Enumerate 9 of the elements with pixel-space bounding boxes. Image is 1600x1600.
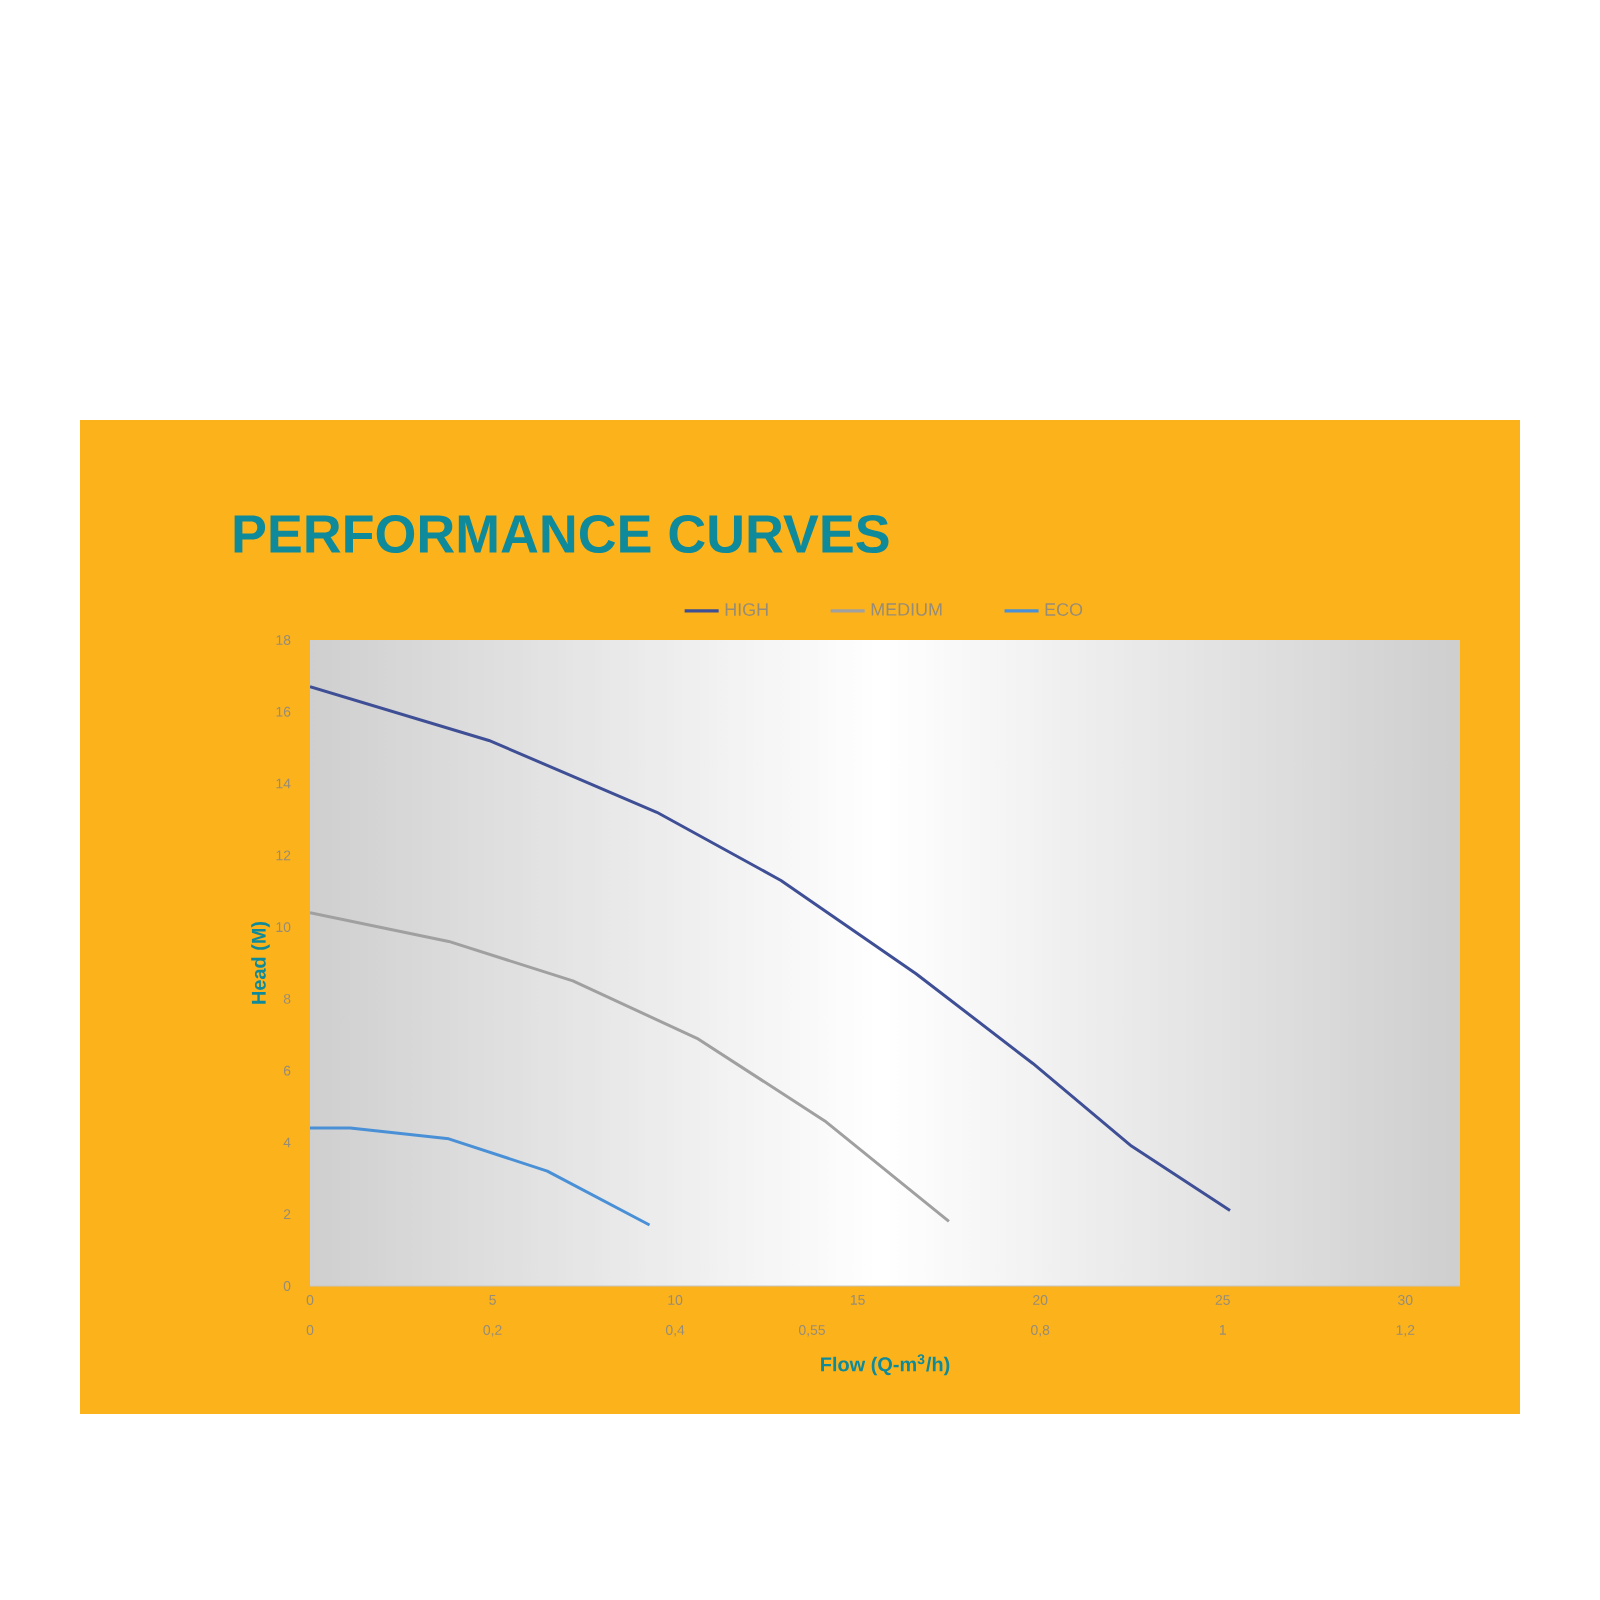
legend-label: MEDIUM <box>871 603 942 616</box>
line-series <box>310 685 1232 1213</box>
y-axis-title: Head (M) <box>251 921 270 1004</box>
chart-title: PERFORMANCE CURVES <box>234 514 889 554</box>
line-series <box>310 911 951 1223</box>
line-series <box>310 1126 652 1227</box>
legend-label: HIGH <box>725 603 768 616</box>
x-axis-title: Flow (Q-m$^{3}$/h) <box>821 1354 950 1376</box>
legend-label: ECO <box>1045 603 1083 616</box>
